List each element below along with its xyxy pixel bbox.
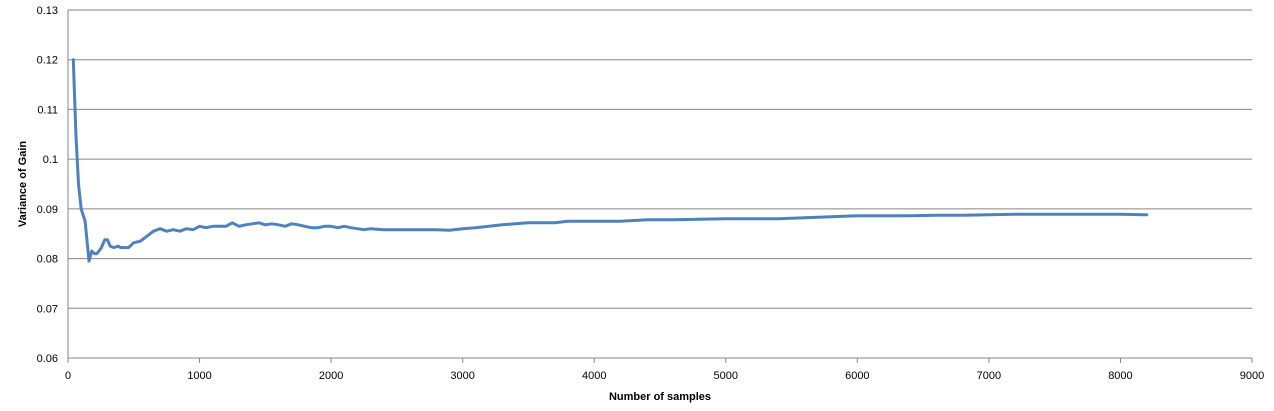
axes [67, 10, 1253, 363]
x-tick-label: 6000 [845, 370, 869, 382]
x-tick-label: 5000 [714, 370, 738, 382]
y-tick-labels: 0.06 0.07 0.08 0.09 0.1 0.11 0.12 0.13 [37, 5, 58, 365]
x-tick-label: 7000 [977, 370, 1001, 382]
x-axis-title: Number of samples [609, 391, 711, 403]
series-layer [71, 58, 1149, 263]
gridlines [68, 9, 1252, 309]
x-tick-label: 1000 [187, 370, 211, 382]
x-tick-label: 0 [65, 370, 71, 382]
y-tick-label: 0.12 [37, 55, 58, 67]
y-tick-label: 0.08 [37, 254, 58, 266]
x-tick-label: 4000 [582, 370, 606, 382]
x-tick-label: 2000 [319, 370, 343, 382]
x-tick-label: 8000 [1108, 370, 1132, 382]
y-tick-label: 0.09 [37, 204, 58, 216]
y-tick-label: 0.1 [43, 154, 58, 166]
y-tick-label: 0.11 [37, 104, 58, 116]
y-tick-label: 0.07 [37, 303, 58, 315]
y-tick-label: 0.13 [37, 5, 58, 17]
x-tick-labels: 0 1000 2000 3000 4000 5000 6000 7000 8000 9000 [65, 370, 1264, 382]
x-tick-label: 9000 [1240, 370, 1264, 382]
series-line [71, 58, 1149, 263]
x-tick-label: 3000 [450, 370, 474, 382]
y-tick-label: 0.06 [37, 353, 58, 365]
y-axis-title: Variance of Gain [17, 141, 29, 227]
